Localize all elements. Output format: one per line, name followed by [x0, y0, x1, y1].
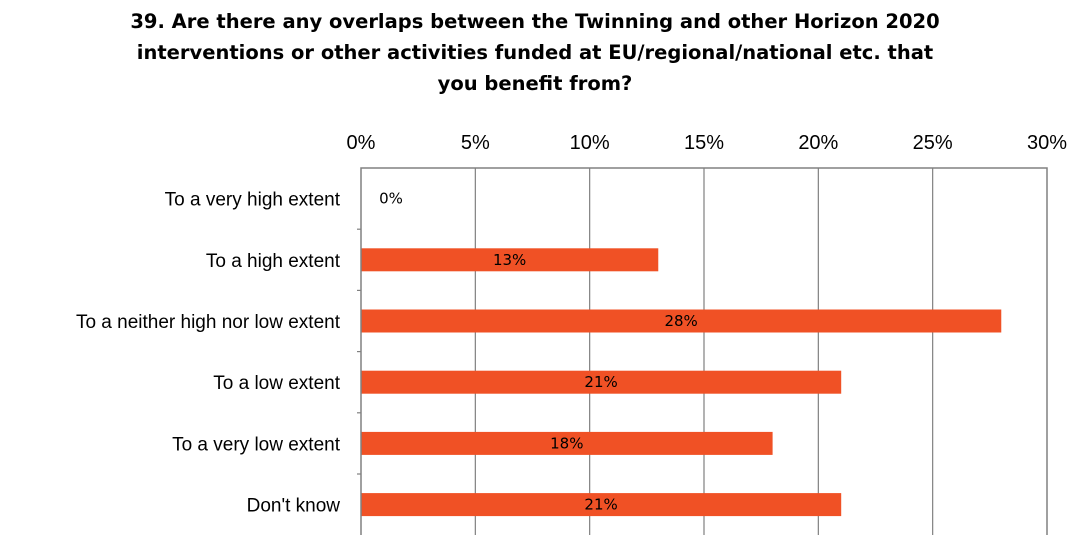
data-labels: 0% 13% 28% 21% 18% 21%	[379, 190, 698, 514]
chart-title-line-3: you benefit from?	[437, 72, 633, 95]
bar	[361, 370, 842, 394]
x-tick-label: 0%	[347, 132, 376, 154]
bar	[361, 309, 1002, 333]
data-label: 0%	[379, 190, 403, 208]
x-tick-label: 30%	[1027, 132, 1067, 154]
bars	[361, 248, 1002, 517]
data-label: 21%	[584, 496, 617, 514]
data-label: 21%	[584, 373, 617, 391]
chart-title-line-2: interventions or other activities funded…	[136, 41, 934, 64]
chart-title: 39. Are there any overlaps between the T…	[0, 6, 1070, 99]
x-tick-label: 15%	[684, 132, 724, 154]
category-label: To a very low extent	[172, 434, 341, 455]
bar	[361, 248, 659, 272]
data-label: 28%	[664, 312, 697, 330]
x-tick-label: 5%	[461, 132, 490, 154]
category-label: To a low extent	[213, 373, 340, 394]
x-tick-label: 10%	[570, 132, 610, 154]
category-labels: To a very high extent To a high extent To …	[76, 190, 341, 517]
x-tick-label: 25%	[913, 132, 953, 154]
category-label: To a neither high nor low extent	[76, 312, 341, 333]
bar	[361, 431, 773, 455]
data-label: 13%	[493, 251, 526, 269]
bar	[361, 493, 842, 517]
plot-frame	[357, 167, 1048, 535]
plot-border	[360, 167, 1048, 535]
gridlines	[474, 168, 934, 535]
category-label: To a very high extent	[165, 190, 341, 211]
category-label: Don't know	[247, 496, 341, 517]
category-label: To a high extent	[206, 251, 341, 272]
x-tick-label: 20%	[798, 132, 838, 154]
data-label: 18%	[550, 434, 583, 452]
chart-title-line-1: 39. Are there any overlaps between the T…	[130, 10, 940, 33]
x-axis-tick-labels: 0% 5% 10% 15% 20% 25% 30%	[347, 132, 1068, 154]
